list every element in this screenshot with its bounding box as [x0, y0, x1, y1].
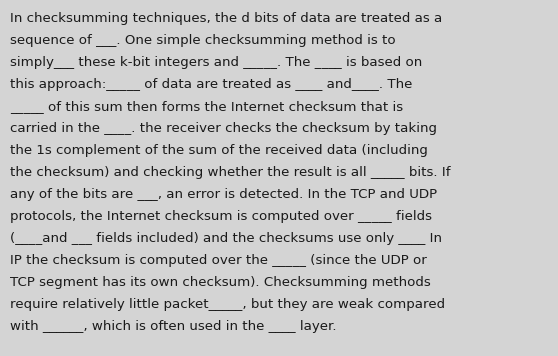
Text: this approach:_____ of data are treated as ____ and____. The: this approach:_____ of data are treated …	[10, 78, 412, 91]
Text: the 1s complement of the sum of the received data (including: the 1s complement of the sum of the rece…	[10, 144, 428, 157]
Text: _____ of this sum then forms the Internet checksum that is: _____ of this sum then forms the Interne…	[10, 100, 403, 113]
Text: protocols, the Internet checksum is computed over _____ fields: protocols, the Internet checksum is comp…	[10, 210, 432, 223]
Text: carried in the ____. the receiver checks the checksum by taking: carried in the ____. the receiver checks…	[10, 122, 437, 135]
Text: with ______, which is often used in the ____ layer.: with ______, which is often used in the …	[10, 320, 336, 333]
Text: IP the checksum is computed over the _____ (since the UDP or: IP the checksum is computed over the ___…	[10, 254, 427, 267]
Text: In checksumming techniques, the d bits of data are treated as a: In checksumming techniques, the d bits o…	[10, 12, 442, 25]
Text: (____and ___ fields included) and the checksums use only ____ In: (____and ___ fields included) and the ch…	[10, 232, 442, 245]
Text: simply___ these k-bit integers and _____. The ____ is based on: simply___ these k-bit integers and _____…	[10, 56, 422, 69]
Text: any of the bits are ___, an error is detected. In the TCP and UDP: any of the bits are ___, an error is det…	[10, 188, 437, 201]
Text: the checksum) and checking whether the result is all _____ bits. If: the checksum) and checking whether the r…	[10, 166, 451, 179]
Text: TCP segment has its own checksum). Checksumming methods: TCP segment has its own checksum). Check…	[10, 276, 431, 289]
Text: require relatively little packet_____, but they are weak compared: require relatively little packet_____, b…	[10, 298, 445, 311]
Text: sequence of ___. One simple checksumming method is to: sequence of ___. One simple checksumming…	[10, 34, 396, 47]
